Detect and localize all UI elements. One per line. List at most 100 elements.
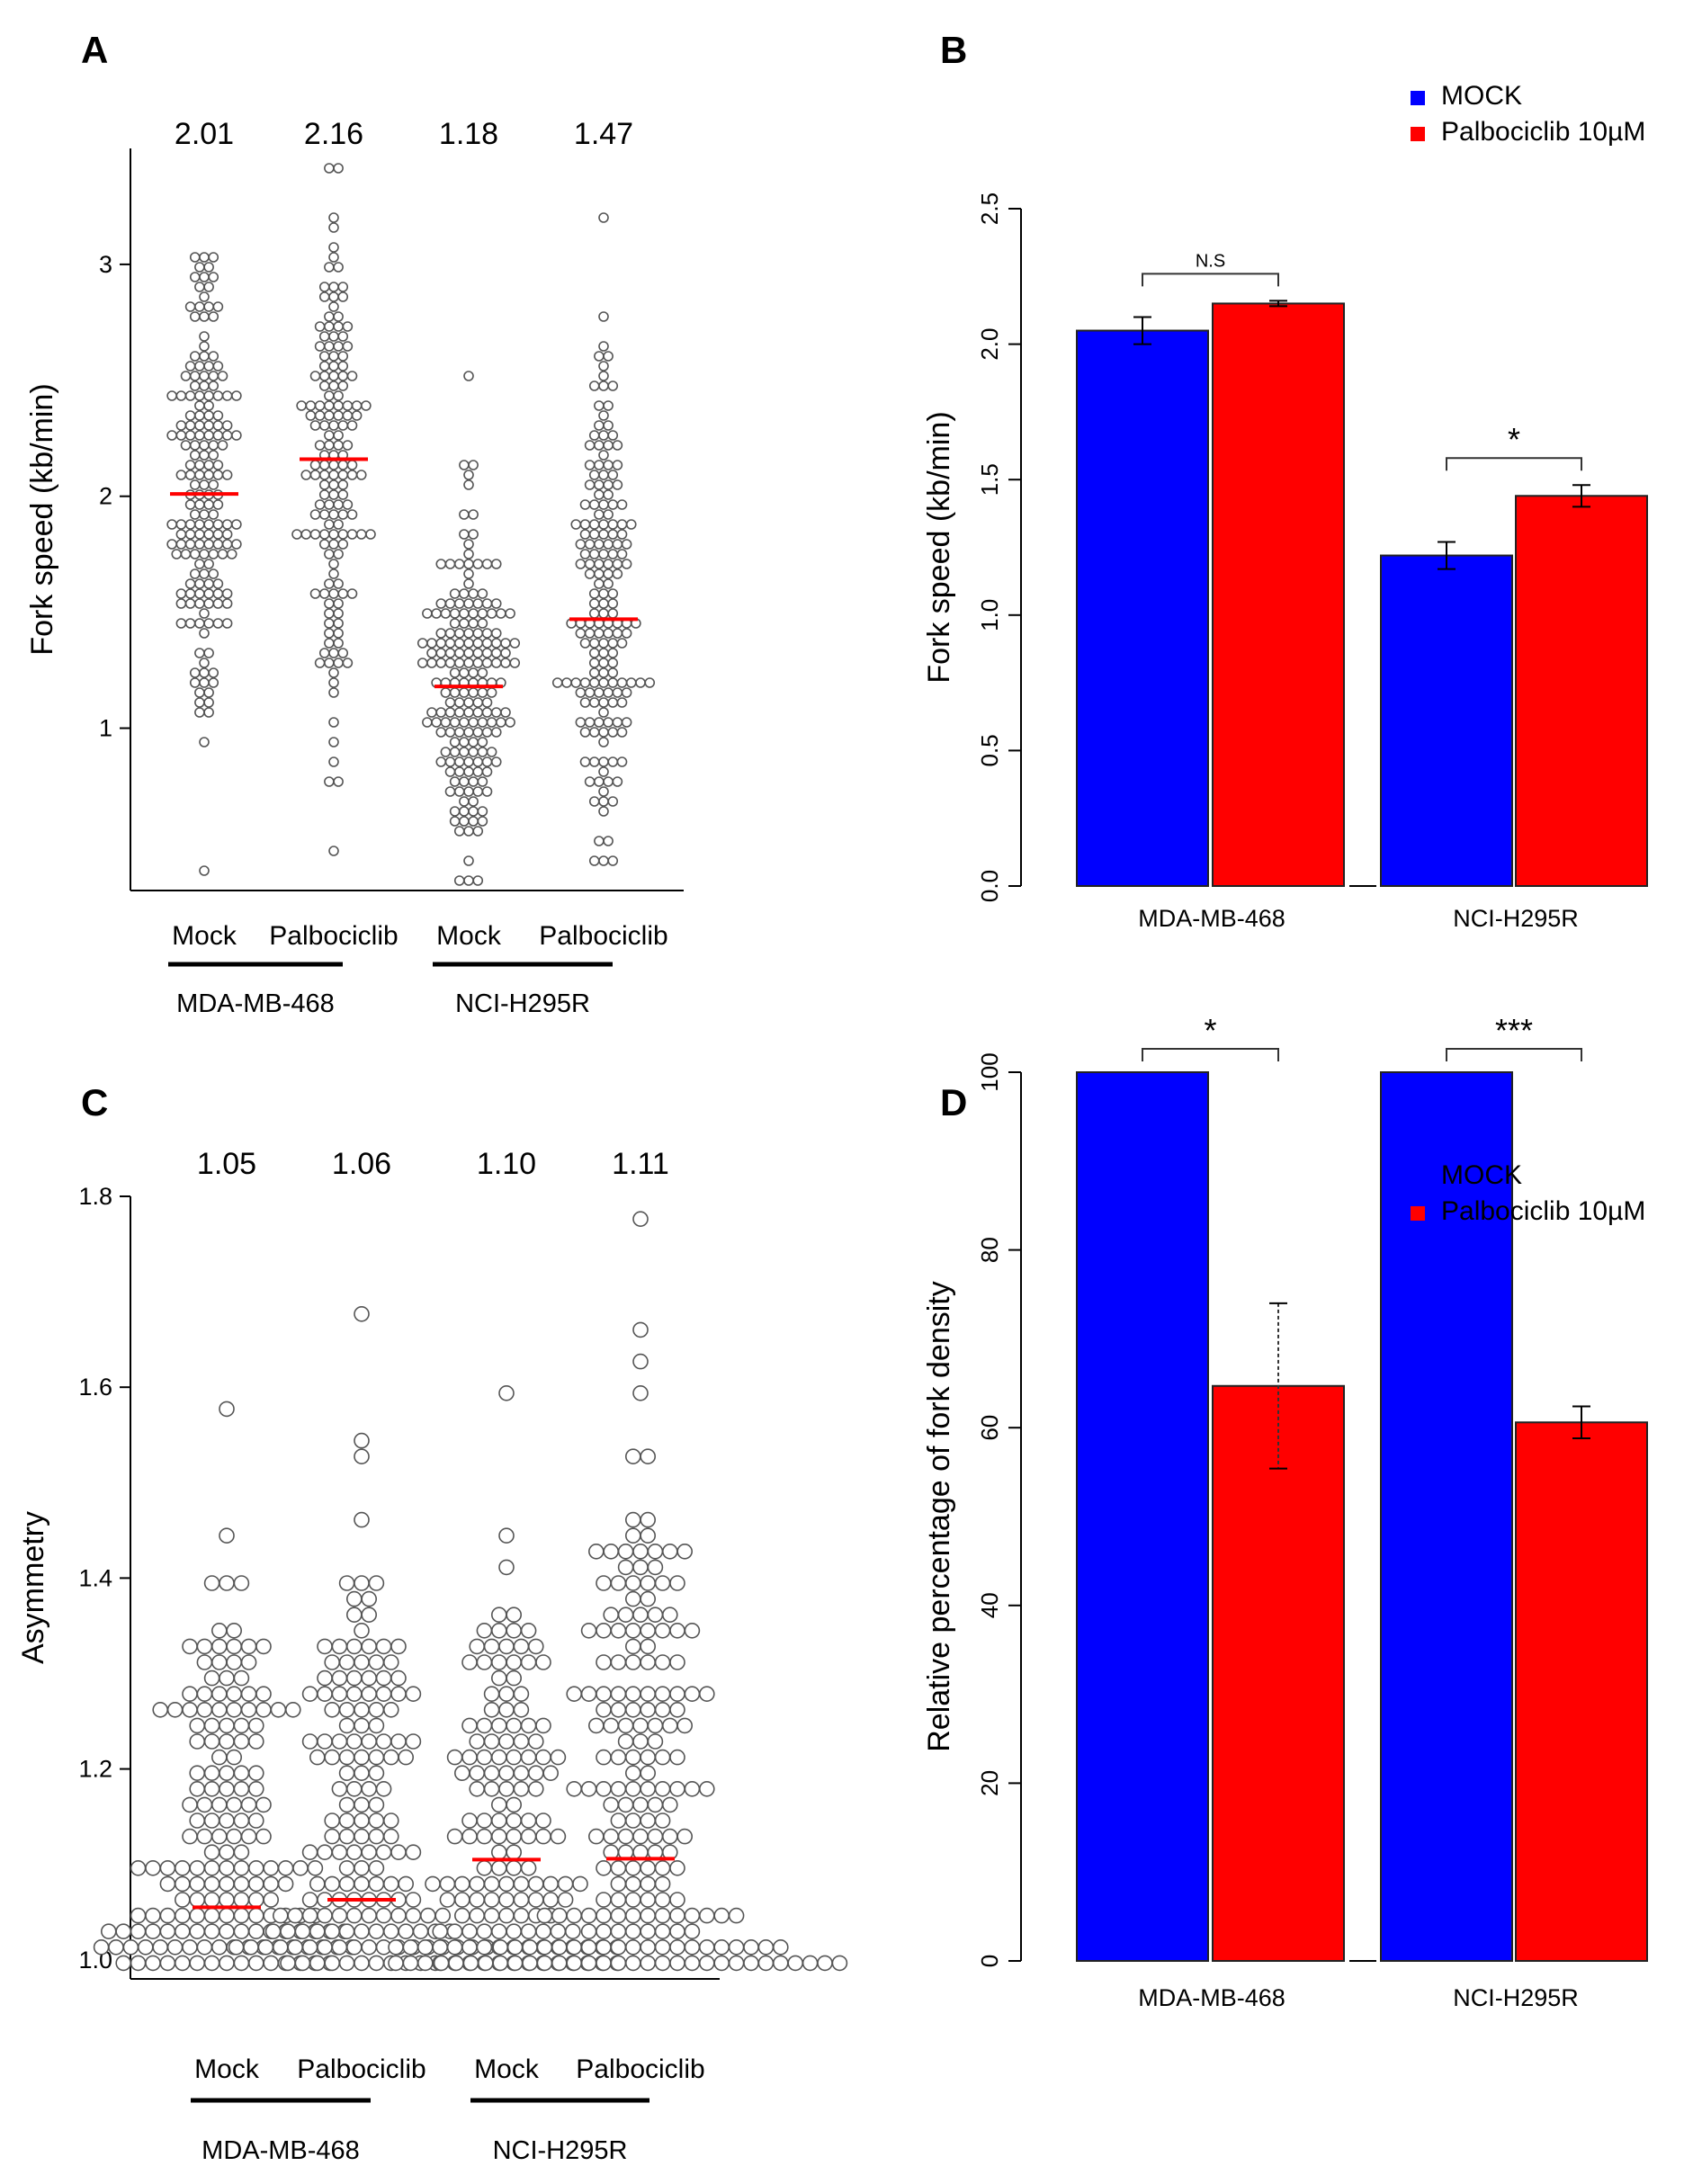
data-point bbox=[661, 1544, 678, 1560]
data-point bbox=[368, 1702, 385, 1718]
data-point bbox=[233, 1860, 250, 1876]
x-group-label: Palbociclib bbox=[539, 921, 667, 951]
data-point bbox=[468, 588, 479, 599]
data-point bbox=[463, 648, 474, 658]
legend-swatch bbox=[1411, 127, 1425, 141]
data-point bbox=[632, 1828, 649, 1845]
data-point bbox=[520, 1813, 537, 1829]
data-point bbox=[354, 1875, 370, 1893]
data-point bbox=[208, 252, 219, 263]
data-point bbox=[300, 529, 312, 540]
data-point bbox=[587, 1828, 605, 1845]
data-point bbox=[342, 440, 354, 451]
data-point bbox=[483, 1781, 500, 1797]
data-point bbox=[603, 559, 614, 569]
data-point bbox=[481, 658, 493, 668]
data-point bbox=[498, 1686, 515, 1702]
data-point bbox=[130, 1923, 147, 1939]
data-point bbox=[318, 420, 330, 431]
data-point bbox=[361, 1733, 378, 1750]
data-point bbox=[194, 588, 205, 599]
data-point bbox=[446, 1939, 463, 1956]
data-point bbox=[584, 440, 596, 451]
data-point bbox=[255, 1702, 272, 1718]
data-point bbox=[425, 1875, 441, 1893]
data-point bbox=[647, 1828, 664, 1845]
data-point bbox=[203, 1669, 220, 1687]
data-point bbox=[624, 1511, 641, 1528]
data-point bbox=[328, 756, 339, 767]
data-point bbox=[199, 865, 210, 876]
data-point bbox=[346, 470, 358, 480]
data-point bbox=[318, 470, 330, 480]
data-point bbox=[572, 1875, 588, 1893]
data-point bbox=[453, 697, 465, 708]
data-point bbox=[527, 1638, 544, 1655]
data-point bbox=[194, 618, 205, 629]
data-point bbox=[579, 529, 591, 540]
data-point bbox=[212, 390, 224, 401]
data-point bbox=[598, 529, 609, 540]
data-point bbox=[175, 390, 187, 401]
data-point bbox=[579, 638, 591, 649]
data-point bbox=[598, 499, 609, 510]
data-point bbox=[324, 321, 335, 332]
data-point bbox=[318, 361, 330, 371]
data-point bbox=[490, 707, 502, 718]
data-point bbox=[607, 667, 619, 678]
data-point bbox=[333, 410, 344, 421]
data-point bbox=[483, 1702, 500, 1718]
data-point bbox=[588, 380, 600, 391]
data-point bbox=[596, 1955, 612, 1972]
data-point bbox=[342, 321, 354, 332]
data-point bbox=[175, 470, 187, 480]
data-point bbox=[513, 1875, 530, 1893]
data-point bbox=[610, 1923, 627, 1939]
data-point bbox=[469, 1781, 486, 1797]
data-point bbox=[527, 1875, 544, 1893]
data-point bbox=[610, 1907, 627, 1924]
data-point bbox=[184, 420, 196, 431]
data-point bbox=[337, 470, 349, 480]
data-point bbox=[616, 727, 628, 738]
data-point bbox=[654, 1923, 671, 1939]
data-point bbox=[189, 1875, 205, 1893]
data-point bbox=[579, 697, 591, 708]
data-point bbox=[390, 1638, 407, 1655]
data-point bbox=[324, 1702, 341, 1718]
data-point bbox=[439, 1892, 456, 1908]
data-point bbox=[453, 1907, 470, 1924]
data-point bbox=[318, 529, 330, 540]
data-point bbox=[382, 1923, 399, 1939]
data-point bbox=[520, 1828, 537, 1845]
data-point bbox=[175, 1875, 191, 1893]
data-point bbox=[175, 1923, 191, 1939]
data-point bbox=[272, 1907, 289, 1924]
y-tick-label: 1 bbox=[99, 715, 112, 742]
data-point bbox=[640, 1511, 657, 1528]
data-point bbox=[624, 1765, 641, 1781]
data-point bbox=[226, 1623, 243, 1639]
data-point bbox=[159, 1907, 176, 1924]
data-point bbox=[669, 1623, 685, 1639]
data-point bbox=[669, 1923, 685, 1939]
data-point bbox=[594, 717, 605, 728]
data-point bbox=[296, 400, 307, 411]
data-point bbox=[496, 717, 506, 728]
data-point bbox=[354, 1717, 370, 1734]
data-point bbox=[212, 410, 224, 421]
data-point bbox=[194, 410, 205, 421]
data-point bbox=[496, 608, 506, 619]
data-point bbox=[468, 816, 479, 827]
data-point bbox=[328, 737, 339, 747]
data-point bbox=[463, 578, 474, 589]
data-point bbox=[772, 1955, 789, 1972]
data-point bbox=[345, 1638, 363, 1655]
data-point bbox=[463, 658, 474, 668]
data-point bbox=[522, 1939, 538, 1956]
data-point bbox=[361, 1686, 378, 1702]
data-point bbox=[481, 638, 493, 649]
data-point bbox=[472, 766, 484, 777]
data-point bbox=[472, 826, 484, 837]
data-point bbox=[481, 628, 493, 639]
